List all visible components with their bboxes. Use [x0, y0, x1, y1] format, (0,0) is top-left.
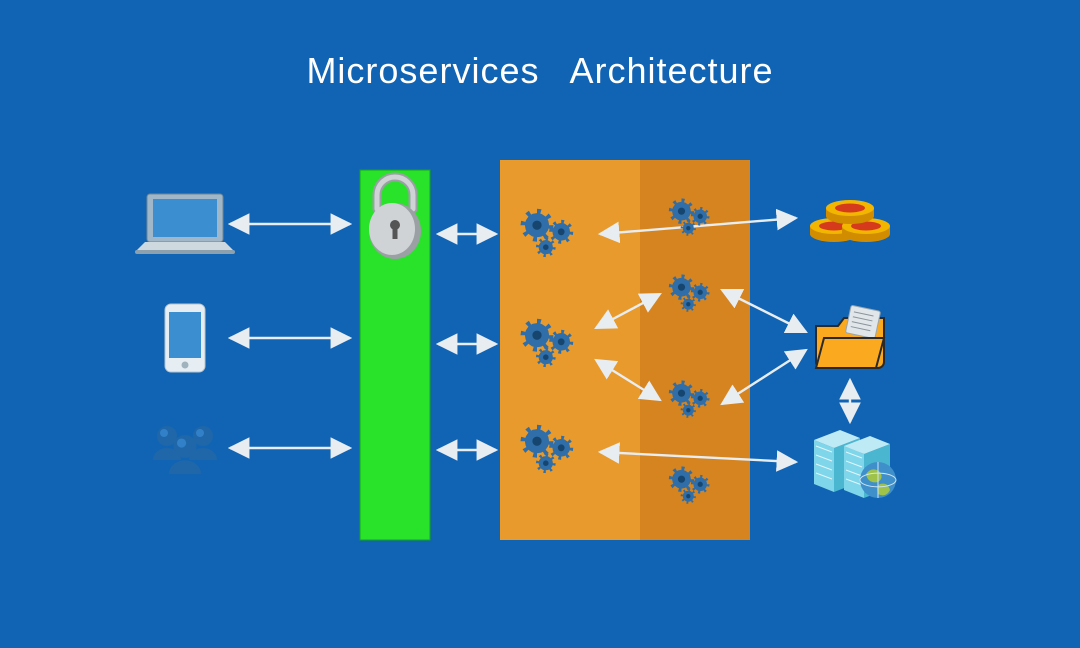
servers-icon — [814, 430, 896, 498]
database-icon — [810, 200, 890, 242]
diagram-stage: MicroservicesArchitecture — [0, 0, 1080, 648]
folder-icon — [816, 305, 884, 368]
diagram-svg — [0, 0, 1080, 648]
users-icon — [153, 426, 217, 474]
laptop-icon — [135, 194, 235, 254]
phone-icon — [165, 304, 205, 372]
